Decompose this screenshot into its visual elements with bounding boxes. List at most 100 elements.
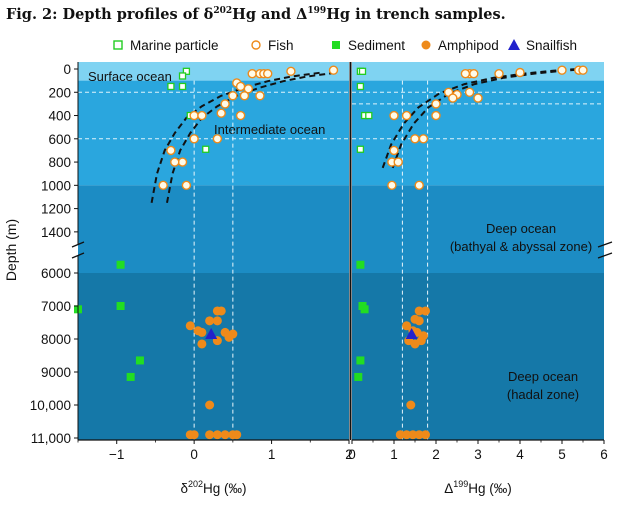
amphipod-point: [189, 430, 199, 440]
zone-label-surface: Surface ocean: [88, 69, 172, 84]
amphipod-point: [402, 430, 412, 440]
sediment-point: [135, 356, 144, 365]
zone-band-surface-ocean: [352, 62, 604, 81]
fish-point: [212, 134, 223, 144]
fish-point: [431, 99, 441, 109]
fish-point: [494, 68, 504, 79]
fish-point: [189, 110, 199, 121]
x-axis-label: Δ199Hg (‰): [444, 479, 512, 496]
fish-point: [393, 157, 403, 167]
amphipod-point: [197, 339, 207, 349]
marine-particle-point: [365, 111, 373, 120]
marine-particle-point: [358, 67, 367, 75]
y-tick-label: 8000: [41, 332, 71, 347]
amphipod-point: [421, 430, 430, 440]
axis-break-mark: [71, 241, 85, 248]
legend-marine-particle-icon: [113, 40, 123, 50]
y-axis-label: Depth (m): [3, 219, 19, 281]
fish-point: [389, 145, 399, 156]
x-tick-label: 4: [516, 447, 524, 462]
amphipod-point: [212, 430, 222, 440]
figure-title: Fig. 2: Depth profiles of δ202Hg and Δ19…: [6, 6, 506, 23]
sediment-point: [356, 356, 365, 365]
y-tick-label: 0: [63, 62, 71, 77]
amphipod-point: [414, 306, 424, 316]
y-tick-label: 400: [48, 109, 71, 124]
axis-break-mark: [597, 252, 613, 259]
y-tick-label: 10,000: [30, 398, 71, 413]
title-mid: Hg and Δ: [232, 6, 308, 23]
amphipod-point: [220, 430, 230, 440]
x-tick-label: 1: [390, 447, 398, 462]
y-tick-label: 1400: [41, 225, 71, 240]
fish-point: [389, 110, 399, 121]
amphipod-point: [421, 306, 430, 316]
sediment-point: [116, 302, 125, 310]
x-tick-label: 0: [190, 447, 198, 462]
sediment-point: [354, 372, 363, 381]
zone-label-hadal-line1: Deep ocean: [508, 369, 578, 384]
axis-break-mark: [597, 241, 613, 248]
zone-label-hadal-line2: (hadal zone): [507, 387, 579, 402]
zone-band-deep-ocean-bathyal-abyssal: [78, 185, 349, 273]
y-tick-label: 7000: [41, 299, 71, 314]
fish-point: [557, 65, 567, 75]
x-tick-label: 6: [600, 447, 608, 462]
legend-amphipod-icon: [421, 40, 431, 50]
amphipod-point: [205, 430, 215, 440]
fish-point: [328, 65, 339, 75]
fish-point: [578, 65, 588, 75]
legend-sediment-icon: [332, 41, 340, 49]
title-sup-2: 199: [307, 6, 327, 17]
amphipod-point: [185, 321, 195, 331]
fish-point: [464, 87, 475, 97]
fit-curve-upper: [166, 71, 338, 203]
amphipod-point: [408, 430, 418, 440]
amphipod-point: [414, 430, 424, 440]
zone-label-intermediate: Intermediate ocean: [214, 122, 325, 137]
fish-point: [410, 134, 420, 144]
fish-point: [235, 110, 246, 121]
y-tick-label: 800: [48, 155, 71, 170]
fish-point: [431, 110, 441, 121]
fish-point: [189, 134, 199, 144]
legend-label: Marine particle: [130, 38, 219, 53]
amphipod-point: [406, 400, 416, 410]
zone-band-deep-ocean-hadal: [78, 273, 349, 440]
amphipod-point: [216, 306, 226, 316]
amphipod-point: [414, 316, 424, 326]
fish-point: [418, 134, 429, 144]
fish-point: [239, 91, 250, 101]
fish-point: [158, 180, 168, 191]
fish-point: [473, 93, 483, 103]
legend-snailfish-icon: [508, 39, 520, 50]
fish-point: [414, 180, 424, 191]
fish-point: [243, 84, 254, 94]
amphipod-point: [205, 400, 215, 410]
fish-point: [247, 68, 257, 79]
title-prefix: Fig. 2: Depth profiles of δ: [6, 6, 214, 23]
x-tick-label: 2: [432, 447, 440, 462]
x-tick-label: 2: [345, 447, 353, 462]
x-tick-label: 0: [348, 447, 356, 462]
fish-point: [286, 66, 296, 77]
y-tick-label: 600: [48, 132, 71, 147]
x-axis-label: δ202Hg (‰): [180, 479, 246, 496]
fish-point: [460, 68, 471, 79]
amphipod-point: [224, 332, 234, 342]
x-tick-label: 3: [474, 447, 482, 462]
fish-point: [448, 93, 458, 103]
fish-point: [515, 67, 525, 78]
axis-break-mark: [71, 252, 85, 259]
fish-point: [220, 99, 230, 109]
x-tick-label: 5: [558, 447, 566, 462]
fish-point: [228, 91, 238, 101]
fish-point: [197, 110, 207, 121]
sediment-point: [356, 260, 365, 269]
marine-particle-point: [356, 145, 365, 153]
sediment-point: [126, 372, 135, 381]
marine-particle-point: [178, 72, 187, 80]
amphipod-point: [402, 321, 412, 331]
sediment-point: [116, 260, 125, 269]
amphipod-point: [232, 430, 242, 440]
